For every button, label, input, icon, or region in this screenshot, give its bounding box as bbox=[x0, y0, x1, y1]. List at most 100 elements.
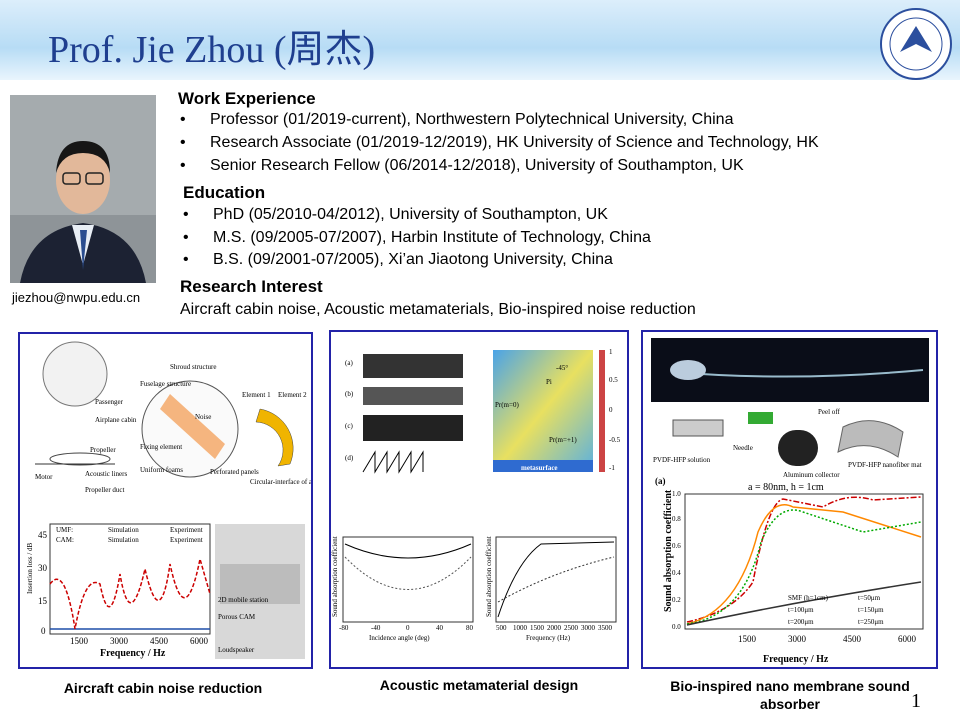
fig-label: Passenger bbox=[95, 398, 124, 406]
tick-label: 0 bbox=[406, 624, 410, 632]
list-item: M.S. (09/2005-07/2007), Harbin Institute… bbox=[213, 229, 651, 246]
bullet: • bbox=[183, 251, 189, 268]
fig-label: (a) bbox=[655, 476, 666, 486]
tick-label: 3000 bbox=[581, 624, 596, 632]
tick-label: 0 bbox=[609, 406, 613, 414]
tick-label: 6000 bbox=[190, 636, 209, 646]
fig-label: Shroud structure bbox=[170, 363, 216, 371]
research-text: Aircraft cabin noise, Acoustic metamater… bbox=[180, 301, 696, 318]
axis-label: Insertion loss / dB bbox=[26, 543, 34, 594]
fig-label: Airplane cabin bbox=[95, 416, 137, 424]
fig-label: Element 1 bbox=[242, 391, 271, 399]
axis-label: Frequency / Hz bbox=[100, 648, 166, 659]
legend-text: UMF: bbox=[56, 526, 73, 534]
tick-label: -1 bbox=[609, 464, 615, 472]
legend-text: CAM: bbox=[56, 536, 74, 544]
axis-label: Sound absorption coefficient bbox=[485, 536, 493, 617]
axis-label: Incidence angle (deg) bbox=[369, 634, 430, 642]
tick-label: 80 bbox=[466, 624, 474, 632]
fig-label: Motor bbox=[35, 473, 53, 481]
fig-label: 2D mobile station bbox=[218, 596, 269, 604]
fig-label: Pr(m=+1) bbox=[549, 436, 577, 444]
tick-label: 500 bbox=[496, 624, 507, 632]
fig-label: Element 2 bbox=[278, 391, 307, 399]
tick-label: 3000 bbox=[110, 636, 129, 646]
fig-label: Fuselage structure bbox=[140, 380, 191, 388]
chart-title: a = 80nm, h = 1cm bbox=[748, 482, 824, 493]
logo bbox=[880, 8, 952, 80]
list-item: Research Associate (01/2019-12/2019), HK… bbox=[210, 134, 819, 151]
legend-text: t=200μm bbox=[788, 618, 814, 626]
section-heading: Research Interest bbox=[180, 277, 323, 296]
bullet: • bbox=[180, 157, 186, 174]
axis-label: Frequency / Hz bbox=[763, 654, 829, 665]
tick-label: 40 bbox=[436, 624, 444, 632]
tick-label: -0.5 bbox=[609, 436, 621, 444]
tick-label: 2000 bbox=[547, 624, 562, 632]
fig-label: -45° bbox=[556, 364, 568, 372]
tick-label: 0.2 bbox=[672, 596, 681, 604]
tick-label: 0.6 bbox=[672, 542, 681, 550]
caption: Aircraft cabin noise reduction bbox=[63, 680, 263, 696]
legend-text: t=50μm bbox=[858, 594, 881, 602]
legend-text: t=250μm bbox=[858, 618, 884, 626]
axis-label: Sound absorption coefficient bbox=[331, 536, 339, 617]
figure: Peel off Needle PVDF-HFP solution Alumin… bbox=[651, 338, 929, 665]
legend-text: Experiment bbox=[170, 526, 203, 534]
list-item: Professor (01/2019-current), Northwester… bbox=[210, 111, 734, 128]
figure: (a) (b) (c) (d) metasurface Pi Pr(m=0) P… bbox=[331, 348, 621, 642]
tick-label: 0 bbox=[41, 626, 46, 636]
portrait bbox=[10, 95, 156, 283]
fig-label: Aluminum collector bbox=[783, 471, 840, 479]
figure-panel: Peel off Needle PVDF-HFP solution Alumin… bbox=[641, 330, 938, 669]
tick-label: 15 bbox=[38, 596, 48, 606]
legend-text: t=150μm bbox=[858, 606, 884, 614]
caption: Bio-inspired nano membrane sound absorbe… bbox=[670, 678, 910, 712]
fig-label: Loudspeaker bbox=[218, 646, 255, 654]
figure-panel: Shroud structure Fuselage structure Pass… bbox=[18, 332, 373, 669]
fig-label: Propeller duct bbox=[85, 486, 125, 494]
list-item: PhD (05/2010-04/2012), University of Sou… bbox=[213, 206, 608, 223]
fig-label: Perforated panels bbox=[210, 468, 259, 476]
section-heading: Education bbox=[183, 183, 266, 202]
caption: Acoustic metamaterial design bbox=[379, 677, 579, 693]
fig-label: (d) bbox=[345, 454, 354, 462]
legend-text: t=100μm bbox=[788, 606, 814, 614]
fig-label: Circular-interface of acoustic metamater… bbox=[250, 478, 311, 486]
bullet: • bbox=[183, 206, 189, 223]
list-item: Senior Research Fellow (06/2014-12/2018)… bbox=[210, 157, 744, 174]
list-item: B.S. (09/2001-07/2005), Xi’an Jiaotong U… bbox=[213, 251, 613, 268]
tick-label: 0.0 bbox=[672, 623, 681, 631]
fig-label: Fixing element bbox=[140, 443, 182, 451]
tick-label: 1 bbox=[609, 348, 613, 356]
tick-label: 6000 bbox=[898, 634, 917, 644]
tick-label: 4500 bbox=[843, 634, 862, 644]
bullet: • bbox=[180, 134, 186, 151]
fig-label: Porous CAM bbox=[218, 613, 256, 621]
fig-label: PVDF-HFP nanofiber mat bbox=[848, 461, 922, 469]
tick-label: 1500 bbox=[70, 636, 89, 646]
fig-label: (a) bbox=[345, 359, 353, 367]
bullet: • bbox=[180, 111, 186, 128]
tick-label: 1500 bbox=[530, 624, 545, 632]
tick-label: 4500 bbox=[150, 636, 169, 646]
tick-label: 1000 bbox=[513, 624, 528, 632]
tick-label: 0.5 bbox=[609, 376, 618, 384]
tick-label: -80 bbox=[339, 624, 349, 632]
email: jiezhou@nwpu.edu.cn bbox=[12, 290, 141, 305]
figure: Shroud structure Fuselage structure Pass… bbox=[26, 341, 373, 659]
header-band bbox=[0, 0, 960, 80]
legend-text: SMF (h=1cm) bbox=[788, 594, 829, 602]
title: Prof. Jie Zhou (周杰) bbox=[48, 29, 376, 71]
legend-text: Experiment bbox=[170, 536, 203, 544]
fig-label: (c) bbox=[345, 422, 353, 430]
tick-label: 45 bbox=[38, 530, 48, 540]
tick-label: 1.0 bbox=[672, 490, 681, 498]
fig-label: Pi bbox=[546, 378, 552, 386]
axis-label: Sound absorption coefficient bbox=[663, 489, 674, 612]
figure-panel: (a) (b) (c) (d) metasurface Pi Pr(m=0) P… bbox=[329, 330, 629, 669]
page-number: 1 bbox=[911, 690, 921, 712]
legend-text: Simulation bbox=[108, 526, 139, 534]
tick-label: 0.8 bbox=[672, 515, 681, 523]
